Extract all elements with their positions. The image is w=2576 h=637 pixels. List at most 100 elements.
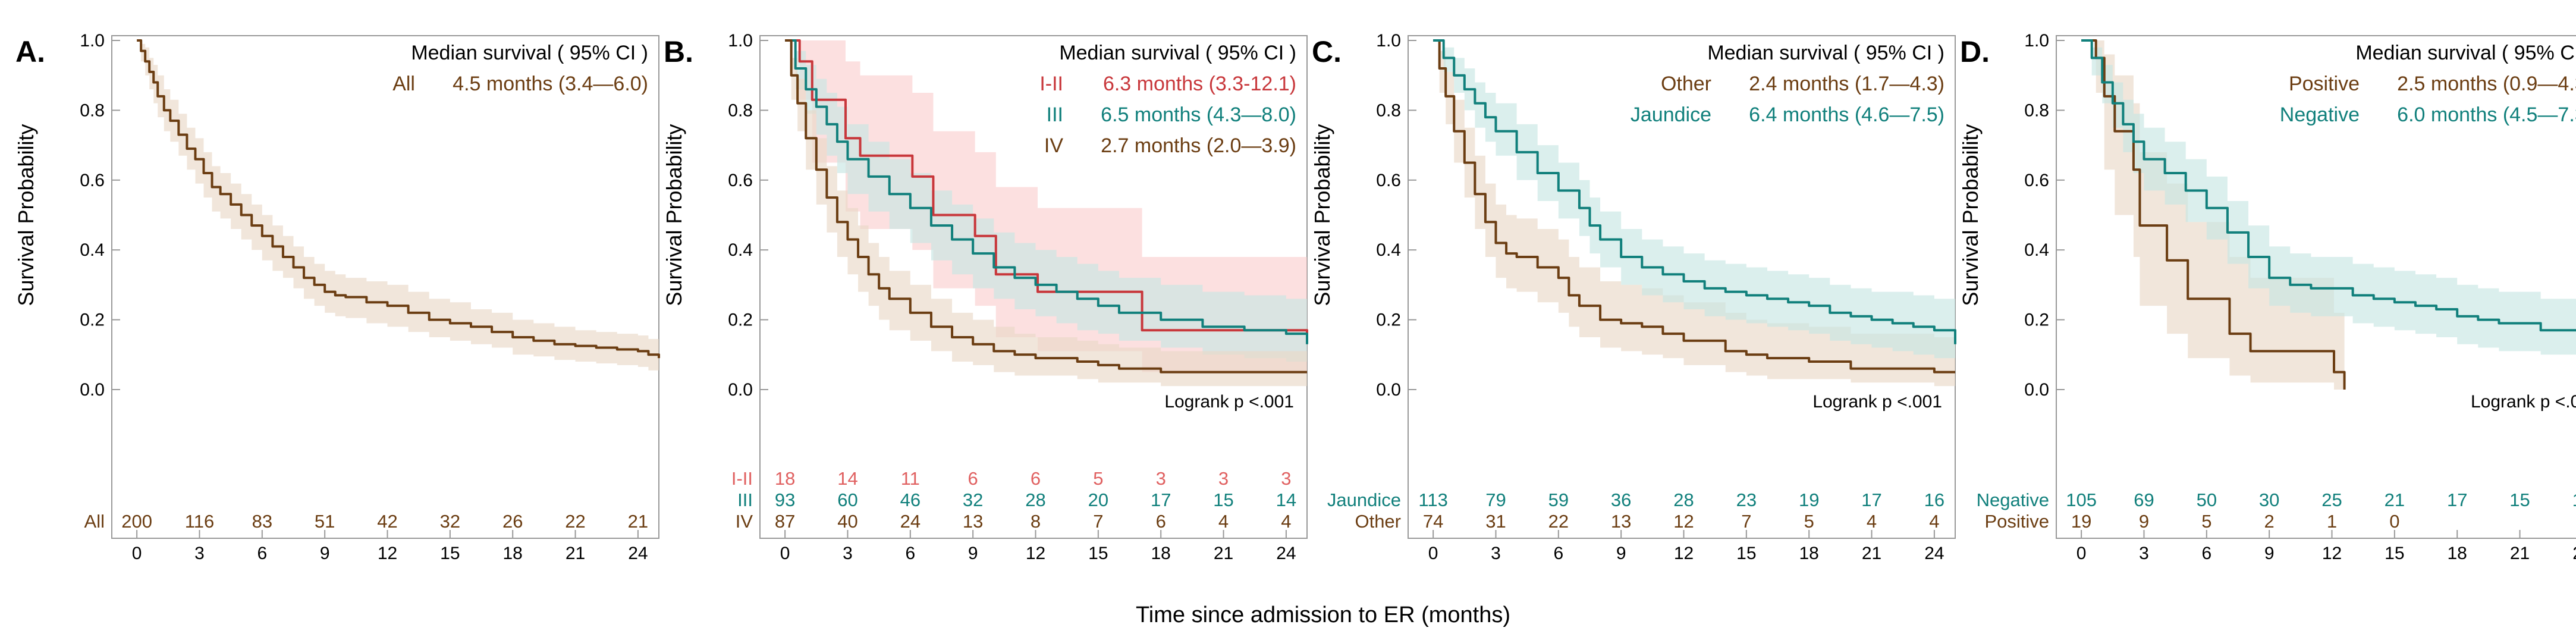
x-tick-label: 21 xyxy=(2510,544,2530,563)
x-tick-label: 12 xyxy=(378,544,397,563)
risk-count: 21 xyxy=(2385,489,2405,510)
survival-curve-all xyxy=(137,39,660,359)
risk-count: 7 xyxy=(1093,511,1103,532)
ci-band-iv xyxy=(785,40,1307,387)
x-tick-label: 9 xyxy=(1616,544,1626,563)
risk-count: 14 xyxy=(837,468,857,489)
risk-count: 74 xyxy=(1423,511,1443,532)
chart-panel-a: A. Survival Probability 0.0 0.2 0.4 0.6 0.8 1.0… xyxy=(14,31,660,563)
y-tick-label: 0.6 xyxy=(80,171,105,190)
x-tick-label: 9 xyxy=(2264,544,2275,563)
risk-count: 6 xyxy=(1156,511,1166,532)
risk-count: 4 xyxy=(1281,511,1291,532)
risk-count: 9 xyxy=(2139,511,2149,532)
y-tick-label: 0.0 xyxy=(2024,380,2049,400)
risk-row-label: Jaundice xyxy=(1327,489,1401,510)
x-tick-label: 18 xyxy=(1151,544,1171,563)
x-tick-label: 24 xyxy=(2572,544,2576,563)
panel-letter: B. xyxy=(664,35,693,68)
x-tick-label: 15 xyxy=(2385,544,2404,563)
legend: Median survival ( 95% CI ) 4.5 months (3.… xyxy=(392,42,648,95)
legend: Median survival ( 95% CI ) 6.3 months (3.… xyxy=(1039,42,1296,157)
ci-band-jaundice xyxy=(1433,40,1955,365)
y-tick-label: 1.0 xyxy=(2024,31,2049,51)
legend-title: Median survival ( 95% CI ) xyxy=(411,42,648,64)
chart-panel-c: C. Survival Probability 0.0 0.2 0.4 0.6 0.8 1.0… xyxy=(1310,31,1956,563)
risk-count: 0 xyxy=(2389,511,2399,532)
x-tick-label: 12 xyxy=(1674,544,1694,563)
y-tick-label: 0.2 xyxy=(1376,310,1401,330)
y-tick-label: 0.2 xyxy=(728,310,753,330)
risk-count: 6 xyxy=(968,468,978,489)
risk-count: 59 xyxy=(1548,489,1569,510)
risk-count: 113 xyxy=(1418,489,1447,510)
x-tick-label: 0 xyxy=(780,544,790,563)
panel-letter: C. xyxy=(1312,35,1342,68)
logrank-label: Logrank p <.001 xyxy=(1812,392,1942,412)
risk-count: 51 xyxy=(315,511,335,532)
risk-count: 30 xyxy=(2259,489,2279,510)
risk-count: 8 xyxy=(1031,511,1041,532)
x-tick-label: 3 xyxy=(843,544,853,563)
legend-median: 6.5 months (4.3—8.0) xyxy=(1101,103,1296,126)
risk-count: 28 xyxy=(1025,489,1045,510)
panels: A. Survival Probability 0.0 0.2 0.4 0.6 0.8 1.0… xyxy=(14,31,2576,563)
risk-row-label: I-II xyxy=(731,468,753,489)
risk-table: Negative1056950302521171515Positive19952… xyxy=(1977,489,2576,532)
x-tick-label: 24 xyxy=(1924,544,1944,563)
risk-count: 4 xyxy=(1867,511,1877,532)
risk-count: 93 xyxy=(775,489,795,510)
plot-frame xyxy=(2056,35,2576,539)
risk-count: 16 xyxy=(1924,489,1944,510)
legend-title: Median survival ( 95% CI ) xyxy=(2355,42,2576,64)
y-tick-label: 0.4 xyxy=(1376,240,1401,260)
risk-row-label: Other xyxy=(1355,511,1401,532)
legend-group-label: Positive xyxy=(2289,73,2360,95)
logrank-label: Logrank p <.01 xyxy=(2471,392,2576,412)
y-tick-label: 1.0 xyxy=(728,31,753,51)
legend: Median survival ( 95% CI ) 2.5 months (0.… xyxy=(2280,42,2576,126)
risk-count: 17 xyxy=(1151,489,1171,510)
risk-count: 25 xyxy=(2321,489,2342,510)
y-tick-label: 1.0 xyxy=(80,31,105,51)
x-tick-label: 18 xyxy=(503,544,523,563)
survival-curve-jaundice xyxy=(1433,39,1956,344)
risk-count: 15 xyxy=(1213,489,1233,510)
legend-median: 2.7 months (2.0—3.9) xyxy=(1101,134,1296,157)
risk-count: 79 xyxy=(1485,489,1506,510)
x-tick-label: 9 xyxy=(968,544,978,563)
risk-count: 5 xyxy=(2201,511,2211,532)
risk-count: 46 xyxy=(900,489,921,510)
risk-count: 3 xyxy=(1281,468,1291,489)
legend-median: 6.0 months (4.5—7.3) xyxy=(2397,103,2576,126)
x-tick-label: 24 xyxy=(628,544,648,563)
y-tick-label: 0.6 xyxy=(2024,171,2049,190)
y-tick-label: 0.2 xyxy=(2024,310,2049,330)
x-tick-label: 21 xyxy=(1214,544,1233,563)
risk-count: 13 xyxy=(963,511,983,532)
x-tick-label: 0 xyxy=(1428,544,1438,563)
confidence-bands xyxy=(785,40,1307,387)
legend-group-label: Other xyxy=(1661,73,1711,95)
x-tick-label: 24 xyxy=(1276,544,1296,563)
x-tick-label: 15 xyxy=(1088,544,1108,563)
x-tick-label: 6 xyxy=(257,544,267,563)
x-tick-label: 12 xyxy=(2322,544,2342,563)
risk-count: 6 xyxy=(1031,468,1041,489)
risk-count: 20 xyxy=(1088,489,1108,510)
confidence-bands xyxy=(1433,40,1955,387)
risk-row-label: III xyxy=(737,489,753,510)
x-tick-label: 6 xyxy=(905,544,915,563)
risk-count: 13 xyxy=(1611,511,1631,532)
survival-curve-iii xyxy=(785,39,1308,344)
plot-frame xyxy=(1408,35,1956,539)
legend-group-label: All xyxy=(392,73,415,95)
legend-title: Median survival ( 95% CI ) xyxy=(1707,42,1944,64)
x-tick-label: 3 xyxy=(1491,544,1501,563)
risk-row-label: Positive xyxy=(1984,511,2049,532)
y-axis-title: Survival Probability xyxy=(1310,124,1334,306)
x-tick-label: 3 xyxy=(194,544,205,563)
risk-count: 42 xyxy=(377,511,397,532)
